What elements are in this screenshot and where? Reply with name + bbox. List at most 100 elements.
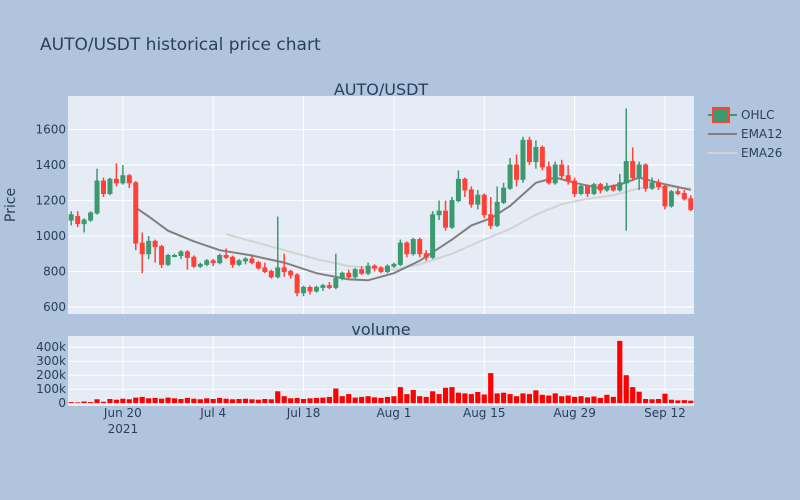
volume-bar [184, 397, 190, 404]
legend-item-ema26[interactable]: EMA26 [708, 146, 782, 160]
candle-body [197, 263, 203, 267]
candle [68, 211, 74, 226]
candle [94, 168, 100, 215]
candle [378, 266, 384, 274]
candle [159, 244, 165, 268]
candle [171, 253, 177, 258]
candle-body [462, 178, 468, 191]
candle-body [178, 251, 184, 257]
price-y-tick-label: 1400 [35, 158, 66, 172]
y-axis-label: Price [3, 188, 19, 222]
volume-bar [204, 398, 210, 404]
volume-bar [152, 397, 158, 404]
candle-body [339, 272, 345, 280]
volume-bar [423, 396, 429, 404]
candle [178, 250, 184, 260]
volume-bar [630, 387, 636, 404]
candle [585, 184, 591, 198]
candle-body [230, 256, 236, 265]
candle-body [430, 214, 436, 258]
candle-body [520, 139, 526, 180]
volume-bar [430, 391, 436, 404]
candle [443, 200, 449, 231]
volume-bar [133, 397, 139, 404]
legend-ema12-label: EMA12 [741, 127, 782, 141]
candle-body [281, 267, 287, 272]
candle-body [365, 265, 371, 274]
volume-bar [281, 396, 287, 404]
candle-body [301, 286, 307, 294]
candle [75, 211, 81, 228]
candle-body [191, 256, 197, 267]
candle [617, 173, 623, 192]
ohlc-series [68, 108, 694, 297]
candle [410, 237, 416, 256]
candle-body [152, 240, 158, 248]
candle-body [675, 191, 681, 194]
candle-body [397, 242, 403, 265]
volume-bar [552, 393, 558, 404]
legend-item-ohlc[interactable]: OHLC [708, 107, 775, 123]
volume-series [68, 340, 694, 404]
candle-body [436, 210, 442, 216]
volume-bar [288, 398, 294, 404]
candle-body [443, 210, 449, 228]
candle-body [326, 285, 332, 288]
candle-body [100, 180, 106, 194]
candle [417, 237, 423, 258]
volume-bar [68, 402, 74, 404]
candle [539, 145, 545, 171]
volume-y-tick-label: 0 [58, 396, 66, 410]
candle [565, 165, 571, 185]
candle-body [126, 175, 132, 184]
volume-bar [578, 396, 584, 404]
candle-body [210, 260, 216, 264]
candle [262, 262, 268, 274]
legend[interactable]: OHLC EMA12 EMA26 [708, 107, 782, 160]
volume-bar [623, 375, 629, 404]
volume-bar [526, 394, 533, 404]
x-tick-sublabel: 2021 [108, 422, 139, 436]
candle [501, 182, 507, 205]
candle-body [526, 139, 532, 163]
volume-bar [113, 399, 119, 404]
candle [643, 163, 649, 192]
candle-body [539, 146, 545, 168]
volume-bar [158, 398, 165, 404]
axes: Jun 20 2021 Jul 4 Jul 18 Aug 1 Aug 15 Aug 29 Se… [35, 123, 685, 436]
candle-body [417, 239, 423, 255]
candle-body [688, 198, 694, 210]
candle-body [494, 201, 500, 226]
candle [326, 282, 332, 290]
volume-bar [307, 398, 313, 404]
volume-bar [436, 394, 442, 404]
volume-bar [449, 387, 455, 404]
volume-bar [468, 394, 474, 404]
candle-body [455, 178, 461, 202]
candle-body [133, 182, 139, 244]
candle [494, 186, 500, 228]
volume-bar [197, 399, 203, 404]
candle-body [94, 180, 100, 214]
candle [520, 136, 526, 183]
candle-body [604, 185, 610, 191]
volume-y-tick-label: 300k [36, 354, 66, 368]
legend-ohlc-swatch [712, 107, 730, 123]
candle [404, 241, 410, 258]
candle [436, 200, 442, 221]
candle-body [171, 255, 177, 258]
candle [339, 271, 345, 281]
candle [223, 248, 229, 260]
candle-body [597, 184, 603, 191]
candle [275, 216, 281, 279]
candle-body [384, 265, 390, 272]
candle-body [81, 219, 87, 225]
candle [462, 177, 468, 198]
volume-bar [88, 402, 94, 404]
volume-bar [668, 399, 674, 404]
candle-body [481, 194, 487, 216]
candle [449, 197, 455, 229]
candle [623, 108, 629, 231]
candle-body [449, 200, 455, 228]
legend-item-ema12[interactable]: EMA12 [708, 127, 782, 141]
